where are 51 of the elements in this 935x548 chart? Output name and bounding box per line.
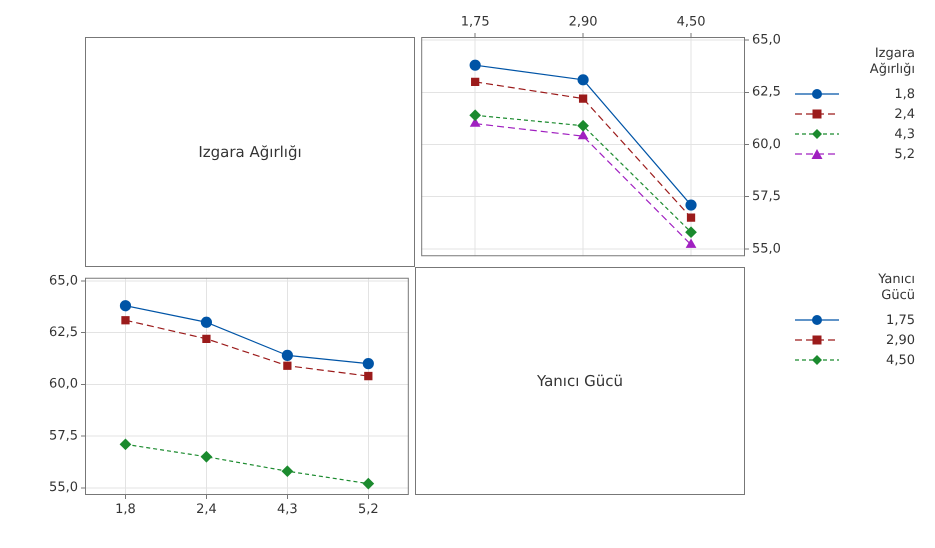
point: [685, 199, 697, 211]
point: [282, 466, 293, 477]
point: [470, 110, 481, 121]
point: [578, 120, 589, 132]
y-tick-label: 62,5: [49, 324, 78, 340]
point: [686, 239, 696, 248]
point: [578, 74, 589, 86]
x-tick-label: 1,8: [115, 502, 136, 518]
point: [202, 334, 211, 343]
x-tick-label: 1,75: [460, 14, 490, 30]
x-tick-label: 2,90: [568, 14, 598, 30]
x-tick-label: 4,50: [676, 14, 706, 30]
point: [200, 316, 212, 328]
point: [471, 78, 480, 86]
point: [120, 300, 132, 312]
y2-tick-label: 55,0: [752, 241, 781, 256]
text: 1,75: [885, 312, 915, 328]
point: [578, 130, 588, 140]
point: [686, 213, 696, 222]
text: 4,50: [885, 352, 915, 368]
point: [120, 438, 132, 450]
point: [362, 358, 374, 370]
y-tick-label: 65,0: [49, 273, 78, 288]
point: [364, 372, 372, 380]
point: [470, 60, 481, 71]
text: Yanıcı Gücü: [415, 267, 745, 495]
y2-tick-label: 57,5: [752, 189, 781, 204]
point: [121, 316, 130, 324]
y-tick-label: 57,5: [49, 428, 78, 444]
y-tick-label: 55,0: [49, 480, 78, 496]
y-tick-label: 60,0: [49, 376, 78, 392]
y2-tick-label: 65,0: [752, 32, 781, 48]
x-tick-label: 5,2: [358, 502, 379, 518]
text: 2,90: [885, 332, 915, 348]
text: 2,4: [893, 106, 915, 122]
point: [578, 94, 588, 103]
legend-title: Yanıcı Gücü: [877, 272, 915, 304]
legend-title: Izgara Ağırlığı: [868, 46, 915, 78]
text: 1,8: [893, 86, 915, 102]
point: [685, 226, 697, 238]
point: [362, 478, 374, 490]
point: [283, 362, 292, 370]
text: Izgara Ağırlığı: [85, 37, 415, 267]
y2-tick-label: 60,0: [752, 136, 781, 152]
x-tick-label: 4,3: [277, 502, 298, 518]
text: 4,3: [893, 126, 915, 142]
point: [282, 350, 293, 361]
text: 5,2: [893, 146, 915, 162]
x-tick-label: 2,4: [196, 502, 217, 518]
point: [200, 451, 212, 462]
y2-tick-label: 62,5: [752, 84, 781, 100]
